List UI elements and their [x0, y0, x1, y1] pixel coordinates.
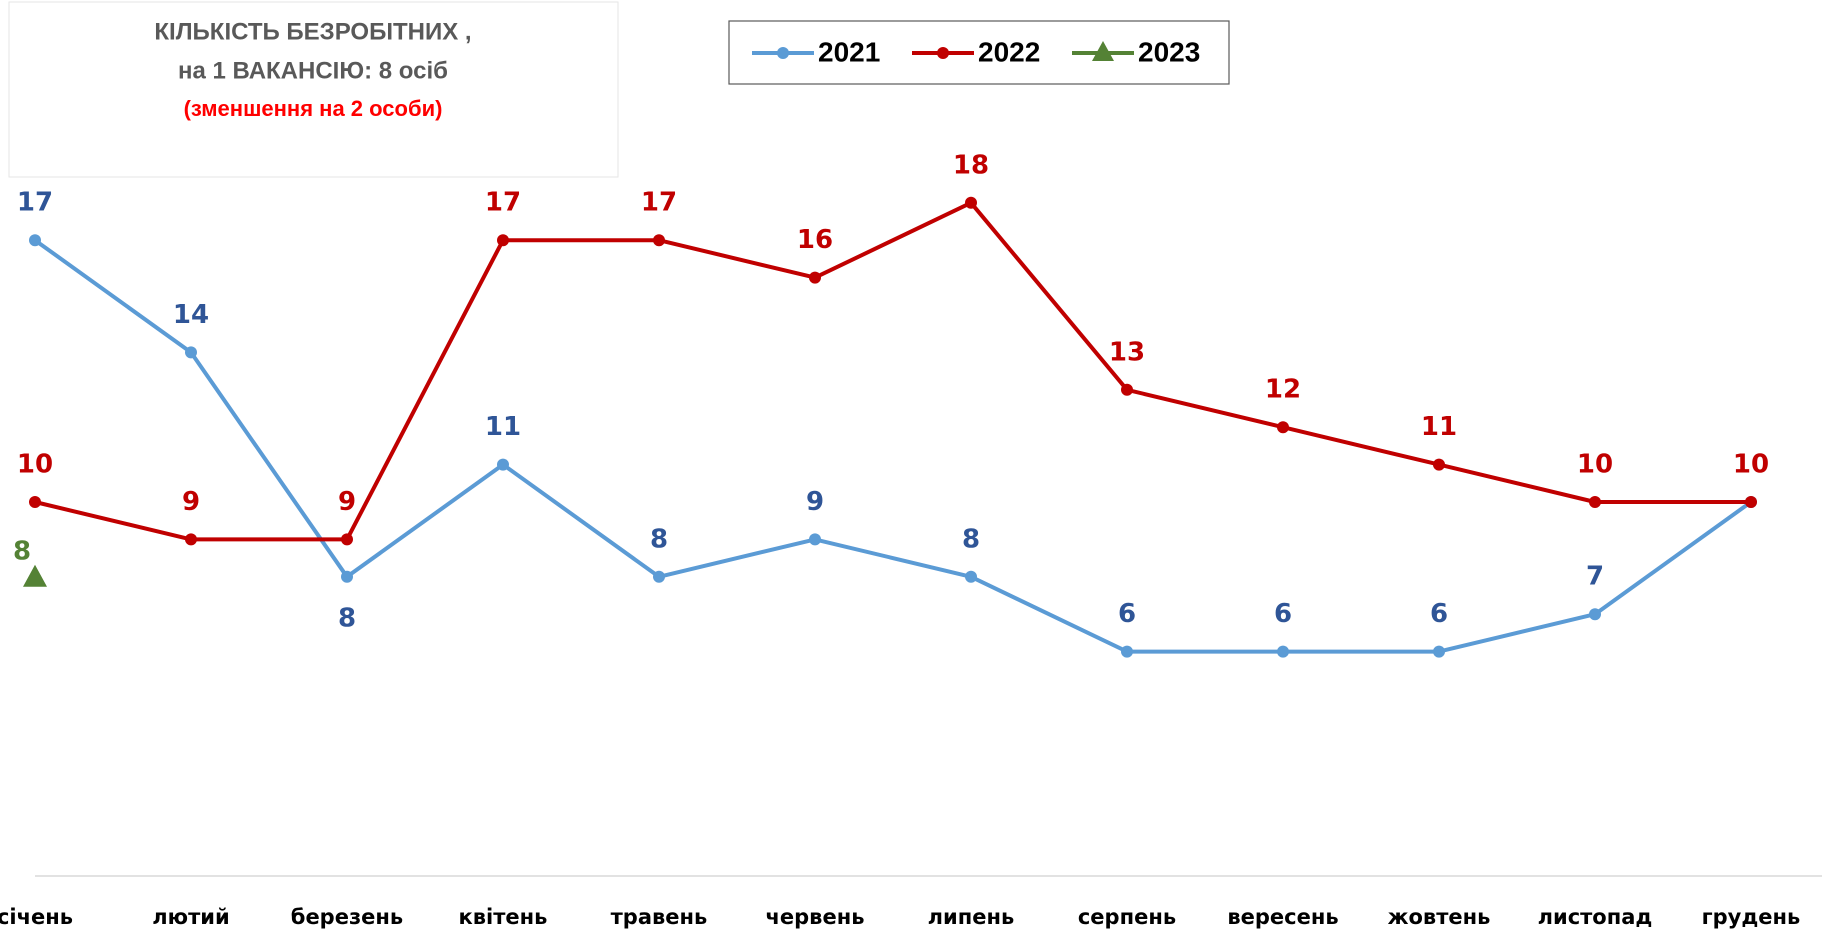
data-label: 8	[962, 524, 980, 554]
x-tick-label: листопад	[1538, 905, 1653, 929]
legend-marker	[777, 47, 789, 59]
data-point	[1589, 608, 1601, 621]
series-line	[33, 238, 1753, 654]
data-label: 14	[173, 300, 209, 330]
data-label: 10	[1733, 450, 1769, 480]
x-tick-label: травень	[611, 905, 708, 929]
data-label: 8	[650, 524, 668, 554]
chart-title: на 1 ВАКАНСІЮ: 8 осіб	[178, 57, 448, 84]
legend-label: 2021	[818, 36, 880, 67]
data-label: 18	[953, 150, 989, 180]
legend-marker	[1092, 41, 1114, 61]
chart-title: КІЛЬКІСТЬ БЕЗРОБІТНИХ ,	[154, 18, 471, 45]
data-label: 9	[182, 487, 200, 517]
data-label: 17	[641, 188, 677, 218]
data-label: 7	[1586, 562, 1604, 592]
x-tick-label: вересень	[1227, 905, 1338, 929]
data-point	[29, 496, 41, 508]
data-point	[185, 533, 197, 546]
data-point	[1121, 383, 1133, 396]
x-tick-label: серпень	[1078, 905, 1176, 929]
x-tick-label: липень	[928, 905, 1015, 929]
data-point	[185, 346, 197, 359]
data-label: 8	[13, 536, 31, 566]
data-point	[497, 458, 509, 471]
data-label: 11	[485, 412, 521, 442]
data-point	[1589, 496, 1601, 508]
legend-marker	[937, 47, 949, 59]
title-box	[8, 1, 619, 178]
data-point	[497, 234, 509, 247]
data-label: 10	[17, 450, 53, 480]
data-label: 17	[485, 188, 521, 218]
legend-label: 2023	[1138, 36, 1200, 67]
data-point	[1433, 645, 1445, 658]
x-tick-label: січень	[0, 905, 73, 929]
data-point	[23, 564, 47, 587]
x-tick-label: лютий	[152, 905, 229, 929]
x-tick-label: грудень	[1702, 905, 1801, 929]
data-point	[965, 570, 977, 583]
data-point	[1277, 421, 1289, 434]
data-point	[965, 196, 977, 209]
data-point	[29, 234, 41, 247]
data-label: 6	[1118, 599, 1136, 629]
data-point	[1277, 645, 1289, 658]
data-point	[341, 570, 353, 583]
x-tick-label: жовтень	[1388, 905, 1491, 929]
x-tick-label: квітень	[459, 905, 548, 929]
data-label: 11	[1421, 412, 1457, 442]
legend-label: 2022	[978, 36, 1040, 67]
data-label: 12	[1265, 375, 1301, 405]
data-label: 6	[1274, 599, 1292, 629]
data-label: 16	[797, 225, 833, 255]
series-line	[34, 200, 1751, 542]
data-label: 9	[806, 487, 824, 517]
data-label: 10	[1577, 450, 1613, 480]
data-label: 8	[338, 603, 356, 633]
chart-subtitle: (зменшення на 2 особи)	[184, 96, 443, 121]
data-point	[653, 234, 665, 247]
data-point	[653, 570, 665, 583]
data-label: 9	[338, 487, 356, 517]
data-point	[1433, 458, 1445, 471]
data-label: 17	[17, 188, 53, 218]
data-point	[1745, 496, 1757, 508]
x-tick-label: березень	[291, 905, 403, 929]
data-point	[1121, 645, 1133, 658]
data-point	[809, 271, 821, 284]
data-label: 13	[1109, 337, 1145, 367]
data-label: 6	[1430, 599, 1448, 629]
x-tick-label: червень	[765, 905, 864, 929]
data-point	[809, 533, 821, 546]
data-point	[341, 533, 353, 546]
